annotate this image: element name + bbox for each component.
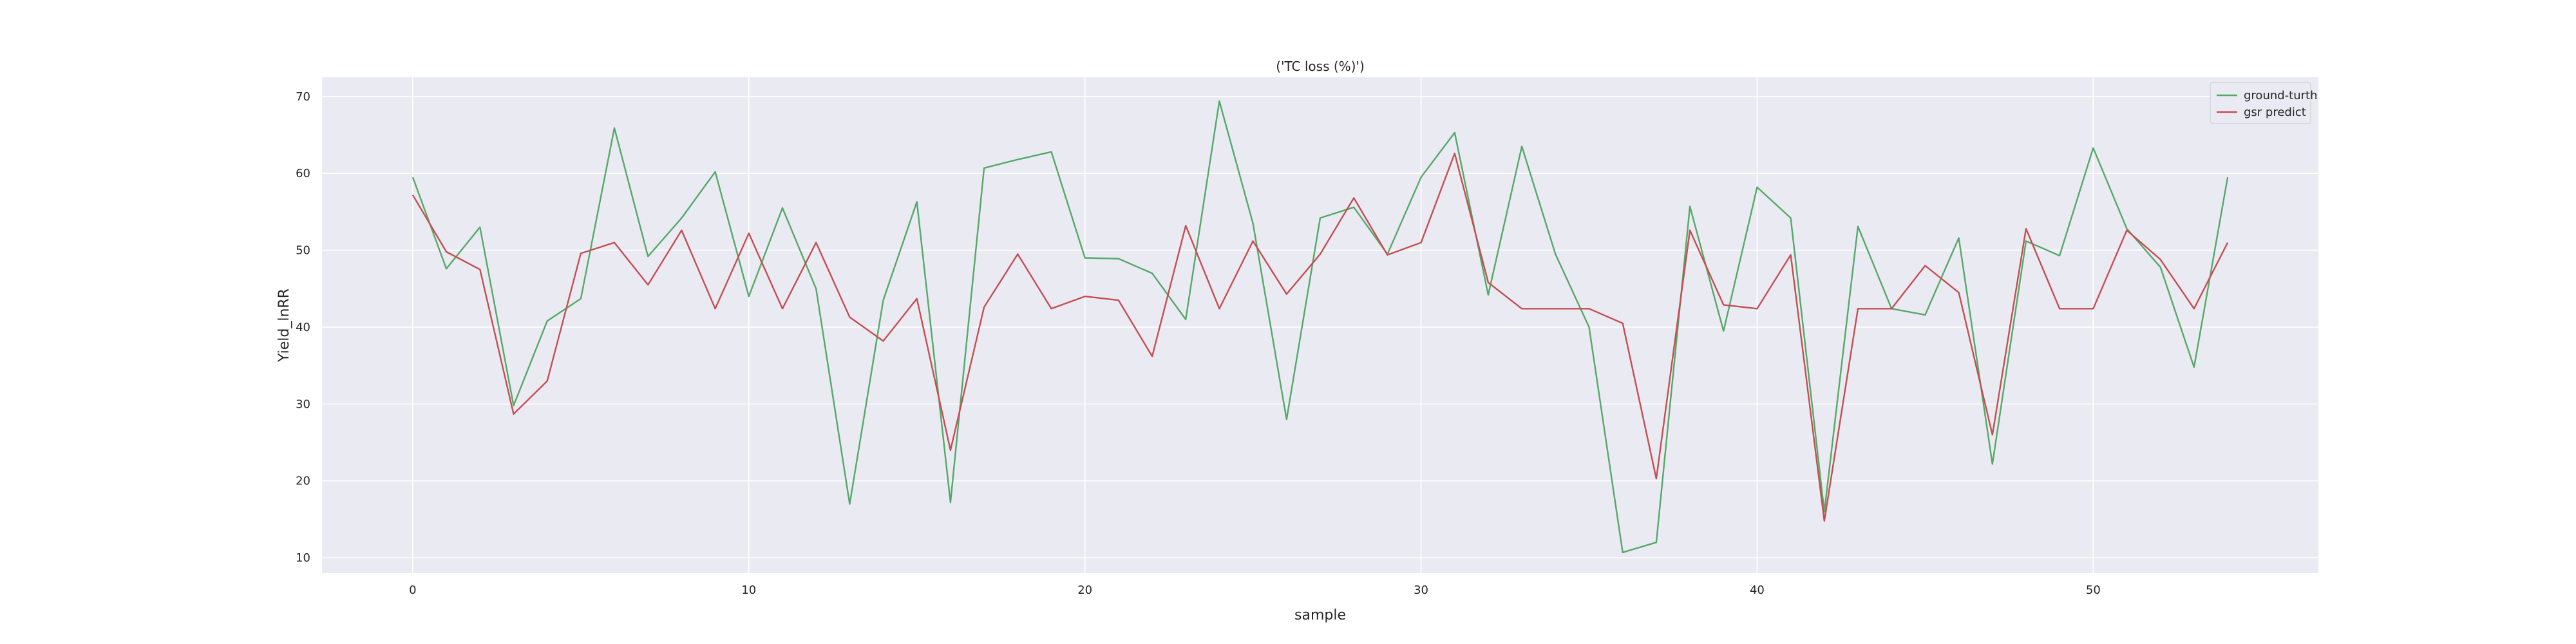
legend-label: gsr predict [2244, 106, 2306, 119]
x-tick-label: 0 [409, 583, 416, 597]
x-axis-title: sample [1294, 607, 1346, 623]
x-tick-label: 20 [1077, 583, 1092, 597]
x-tick-label: 10 [741, 583, 756, 597]
x-tick-label: 40 [1750, 583, 1765, 597]
legend-label: ground-turth [2244, 89, 2318, 102]
y-tick-label: 10 [296, 551, 310, 565]
x-tick-label: 50 [2086, 583, 2101, 597]
y-tick-label: 70 [296, 90, 310, 104]
y-tick-label: 30 [296, 397, 310, 411]
y-axis-title: Yield_lnRR [276, 289, 292, 363]
y-tick-label: 50 [296, 244, 310, 258]
y-tick-label: 20 [296, 475, 310, 488]
y-tick-label: 60 [296, 167, 310, 180]
legend: ground-turth gsr predict [2210, 82, 2318, 124]
x-tick-label: 30 [1414, 583, 1428, 597]
series-lines [412, 100, 2229, 553]
legend-box [2210, 82, 2311, 124]
series-line-ground-truth [412, 100, 2229, 553]
series-line-gsr-predict [412, 152, 2229, 522]
y-tick-label: 40 [296, 321, 310, 334]
plot-area [322, 77, 2318, 573]
chart-title: ('TC loss (%)') [1276, 59, 1365, 74]
tick-labels: 0 10 20 30 40 50 10 20 30 40 50 60 70 [296, 90, 2101, 597]
